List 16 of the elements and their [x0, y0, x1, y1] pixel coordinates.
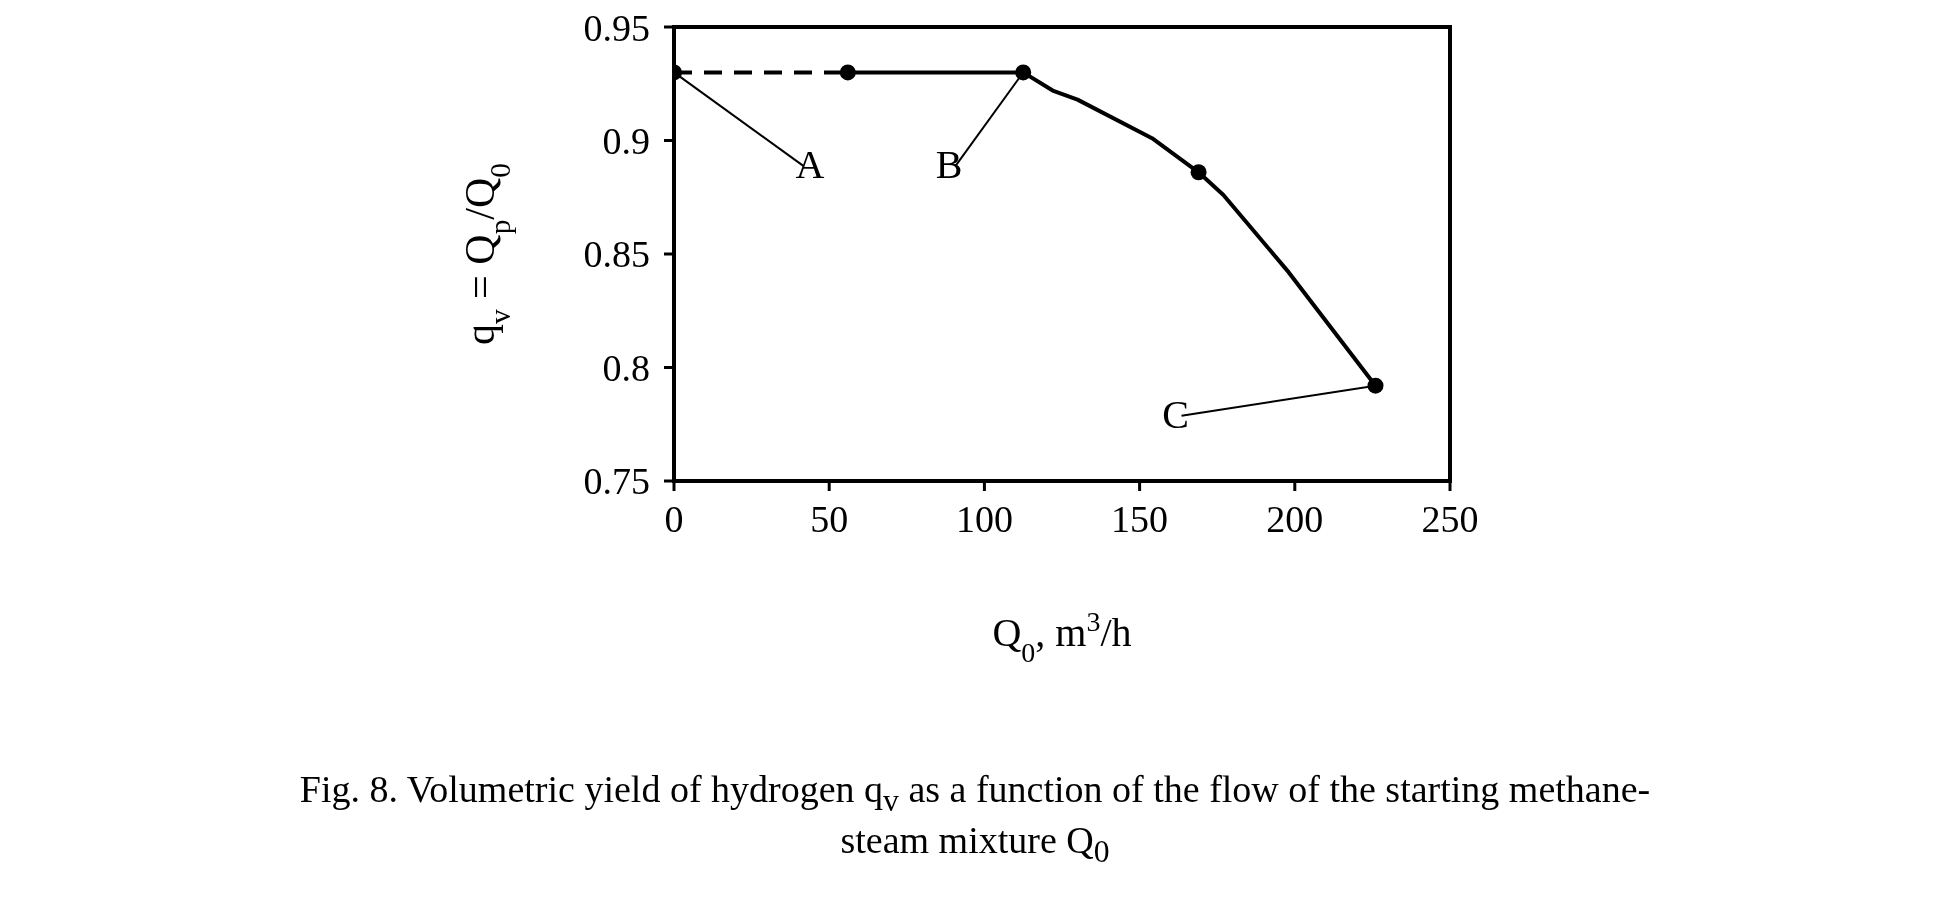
y-tick-label: 0.9: [602, 119, 650, 162]
x-axis-title: Q$_{0}$, m$^{3}$/h: [992, 605, 1132, 668]
annotation: A: [795, 142, 825, 188]
y-tick-label: 0.75: [583, 460, 650, 503]
x-tick-label: 250: [1421, 497, 1479, 540]
y-tick-label: 0.95: [583, 6, 650, 49]
x-tick-label: 150: [1111, 497, 1169, 540]
text: Fig. 8. Volumetric yield of hydrogen q$_{v}$ as a function of the flow of the starting methane-steam mixture Q$_{0}$: [298, 768, 1652, 871]
x-tick-label: 0: [664, 497, 684, 540]
x-tick-label: 100: [955, 497, 1013, 540]
annotation: B: [935, 142, 963, 188]
x-tick-label: 50: [810, 497, 849, 540]
x-tick-label: 200: [1266, 497, 1324, 540]
y-tick-label: 0.85: [583, 233, 650, 276]
annotation: C: [1162, 391, 1189, 437]
y-tick-label: 0.8: [602, 346, 650, 389]
